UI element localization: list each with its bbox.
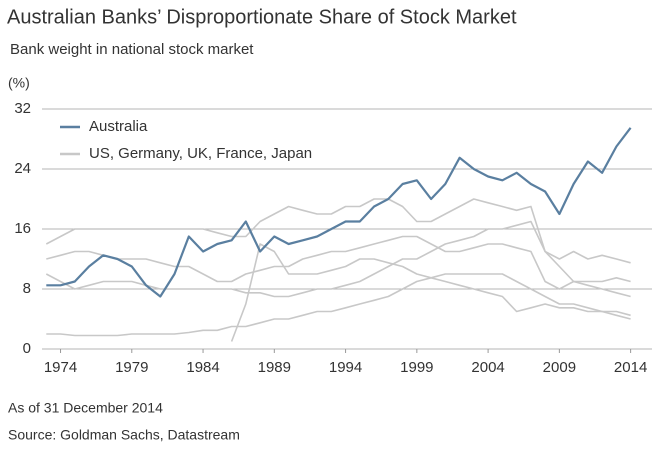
y-tick-label: 24 (14, 160, 31, 177)
x-tick-label: 1994 (329, 359, 362, 376)
footnote: As of 31 December 2014 (8, 400, 163, 416)
x-tick-label: 2014 (614, 359, 647, 376)
x-tick-label: 1974 (44, 359, 77, 376)
x-tick-label: 1984 (186, 359, 219, 376)
x-tick-label: 2004 (471, 359, 504, 376)
series-line (230, 243, 631, 342)
y-tick-label: 16 (14, 220, 31, 237)
chart-title: Australian Banks’ Disproportionate Share… (7, 6, 517, 28)
y-tick-label: 8 (23, 280, 31, 297)
series-line (45, 220, 631, 298)
legend-label: Australia (89, 118, 148, 135)
series-line (46, 273, 631, 337)
source: Source: Goldman Sachs, Datastream (8, 427, 240, 443)
y-tick-label: 32 (14, 100, 31, 117)
x-tick-label: 1979 (115, 359, 148, 376)
x-tick-label: 1999 (400, 359, 433, 376)
y-unit-label: (%) (8, 75, 30, 91)
series-line (46, 235, 631, 290)
series-line (46, 127, 632, 298)
x-tick-label: 1989 (258, 359, 291, 376)
legend-label: US, Germany, UK, France, Japan (89, 145, 312, 162)
series-line (45, 198, 631, 264)
x-tick-label: 2009 (543, 359, 576, 376)
y-tick-label: 0 (23, 340, 31, 357)
chart-subtitle: Bank weight in national stock market (10, 41, 254, 58)
